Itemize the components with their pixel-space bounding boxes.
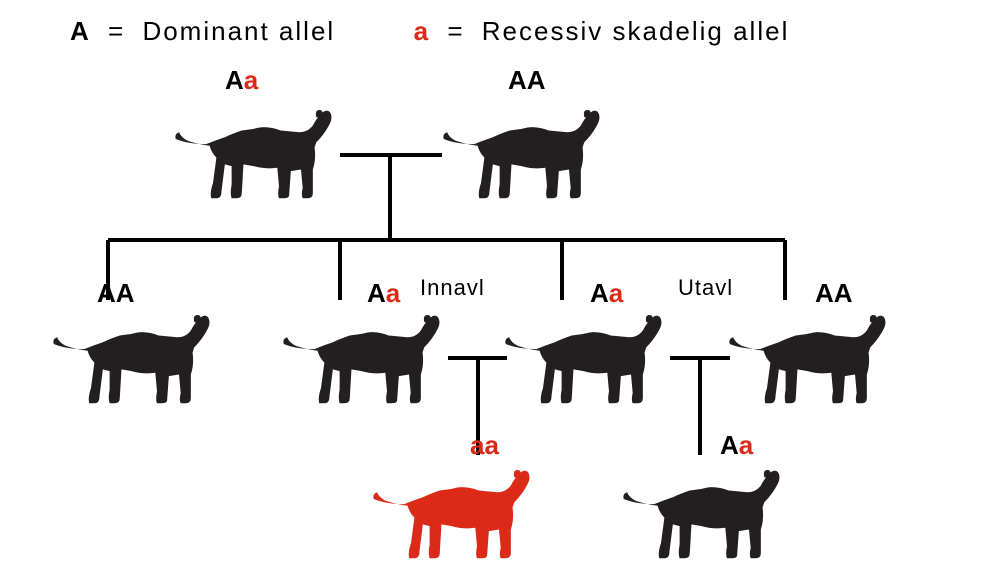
genotype-outbred-offspring: Aa [720, 430, 753, 461]
animal-parent-2 [440, 95, 610, 205]
genotype-offspring-1: AA [97, 278, 135, 309]
label-outbreeding: Utavl [678, 275, 733, 301]
genotype-parent-1: Aa [225, 65, 258, 96]
genotype-parent-2: AA [508, 65, 546, 96]
animal-offspring-3 [502, 300, 672, 410]
animal-inbred-offspring [370, 455, 540, 565]
genotype-inbred-offspring: aa [470, 430, 499, 461]
genotype-offspring-2: Aa [367, 278, 400, 309]
animal-outbred-offspring [620, 455, 790, 565]
animal-outcross-mate [726, 300, 896, 410]
genotype-offspring-3: Aa [590, 278, 623, 309]
label-inbreeding: Innavl [420, 275, 485, 301]
animal-parent-1 [172, 95, 342, 205]
animal-offspring-2 [280, 300, 450, 410]
animal-offspring-1 [50, 300, 220, 410]
genotype-outcross-mate: AA [815, 278, 853, 309]
diagram-canvas: A = Dominant allel a = Recessiv skadelig… [0, 0, 1000, 570]
